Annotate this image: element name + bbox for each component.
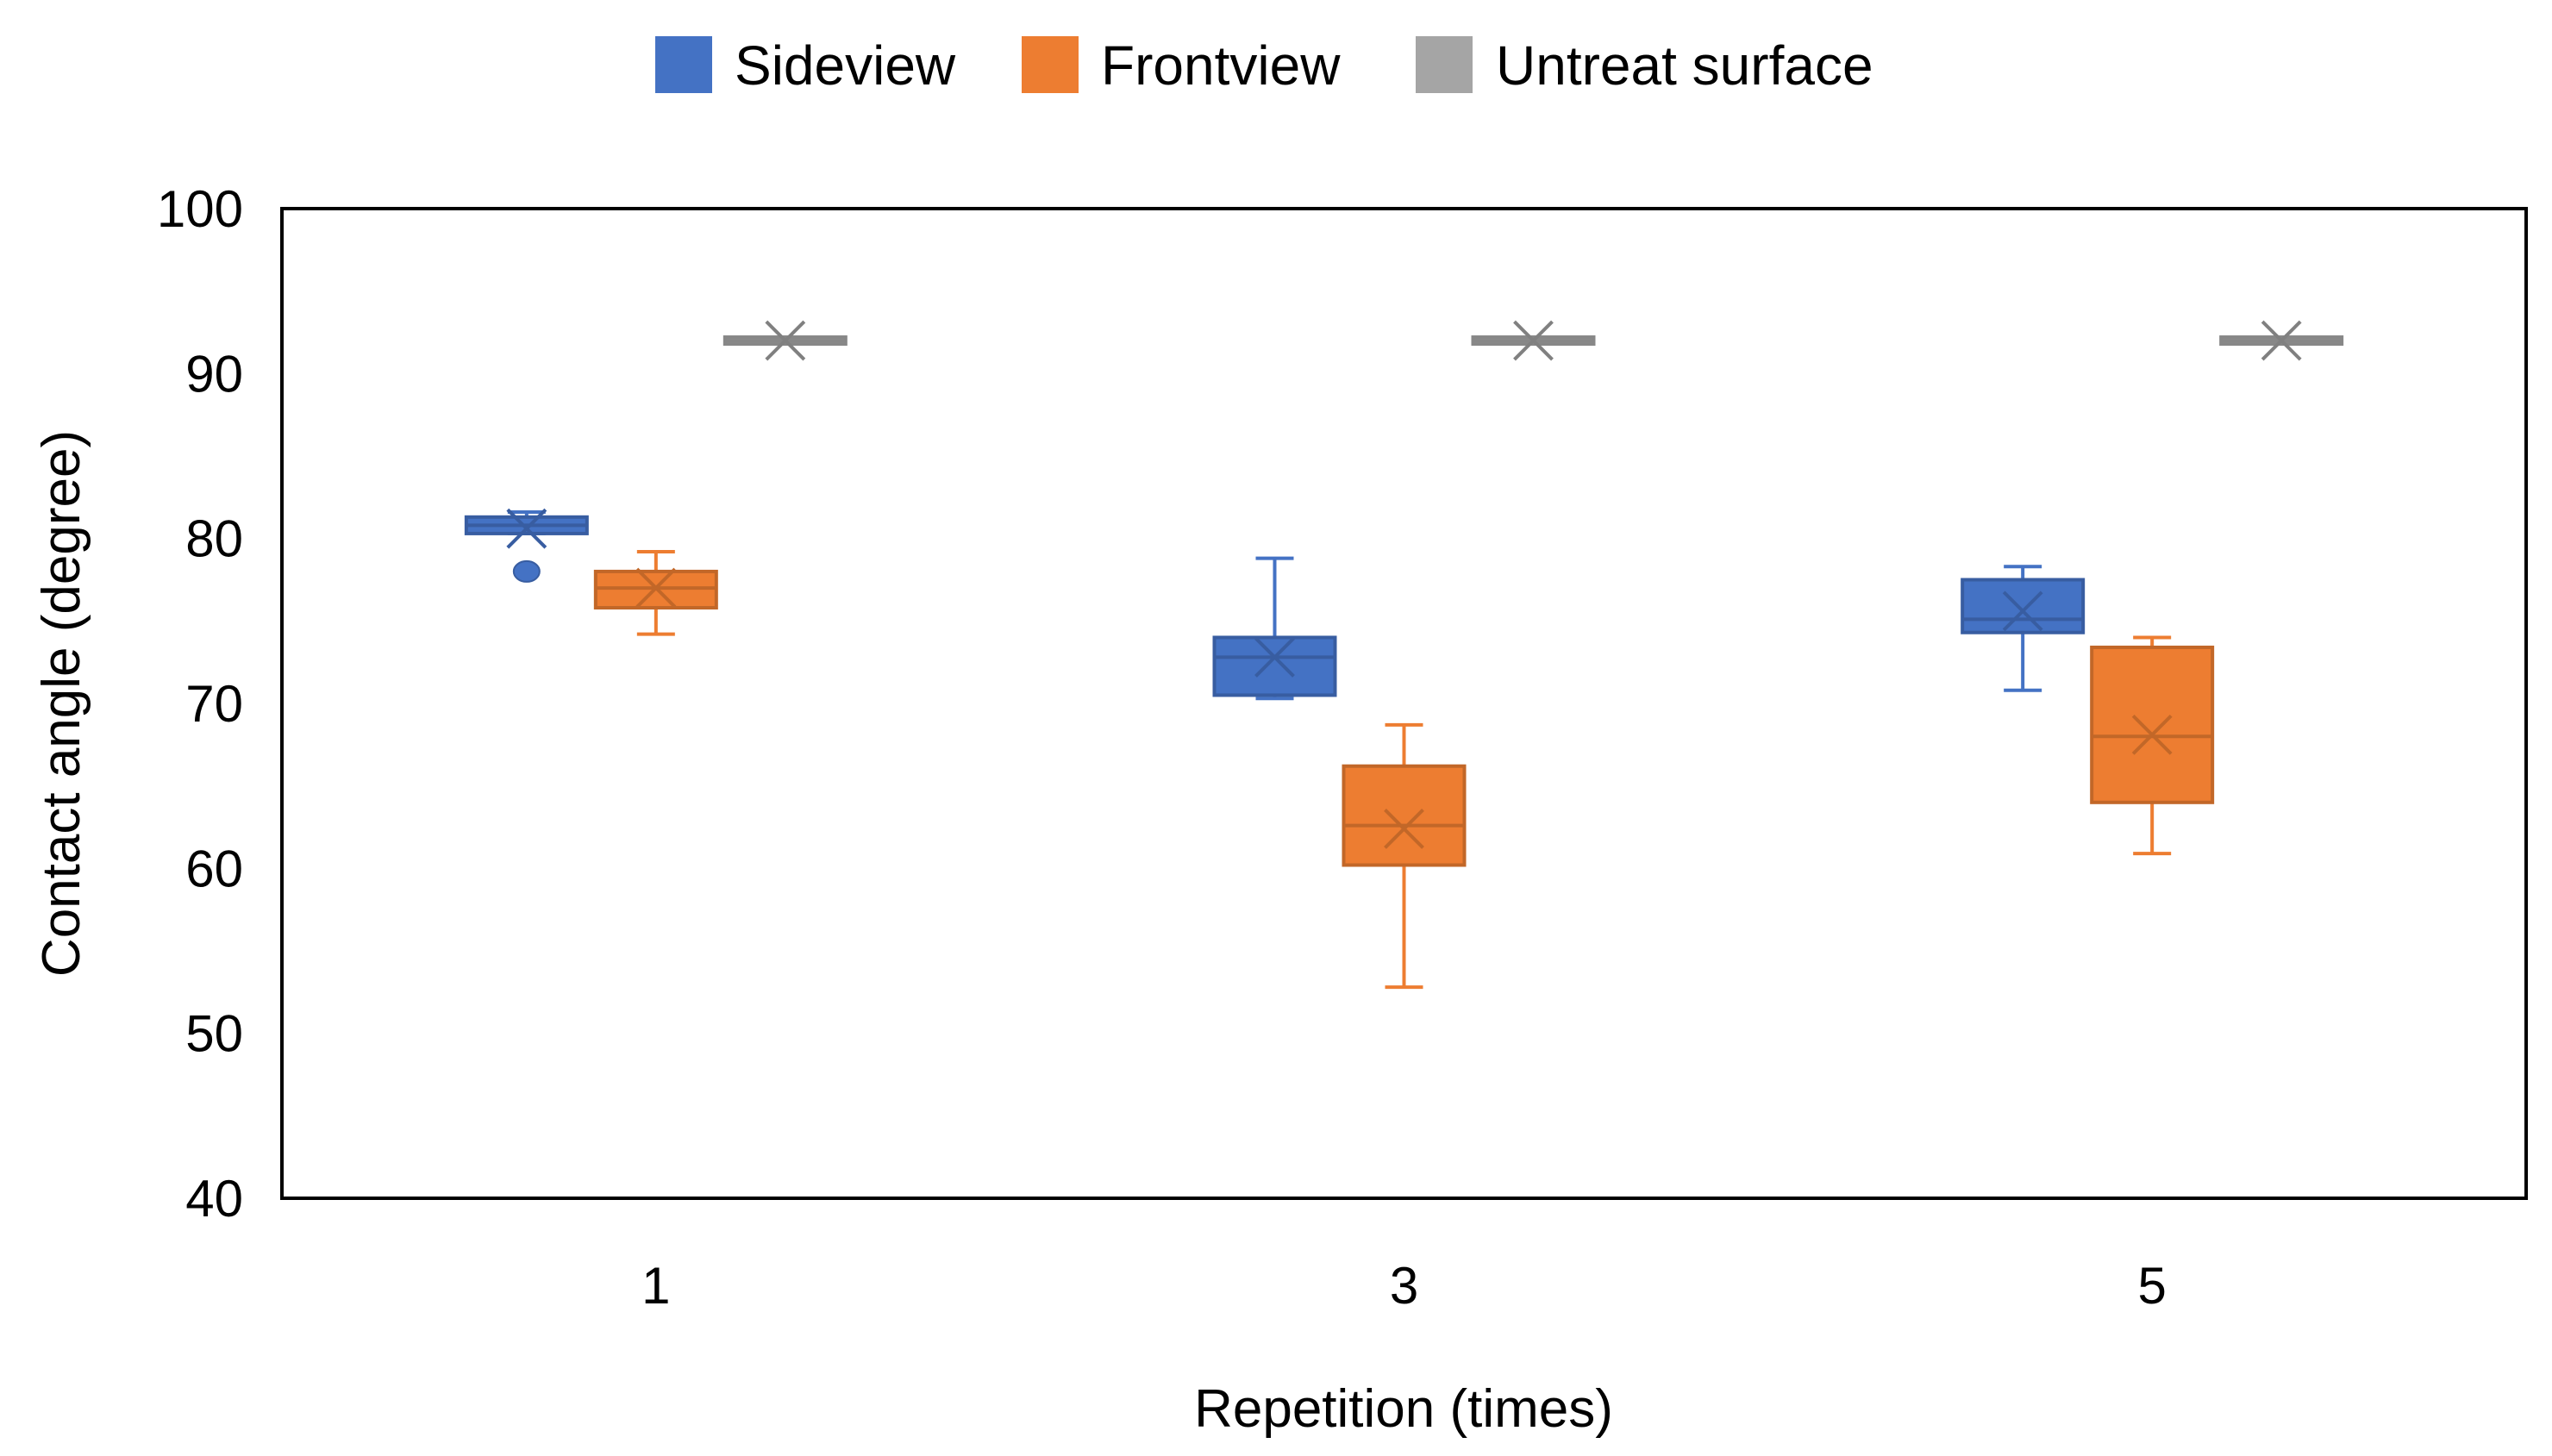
y-tick-label-70: 70	[185, 675, 243, 733]
y-tick-label-80: 80	[185, 510, 243, 568]
iqr-box	[2090, 645, 2215, 804]
y-tick-label-50: 50	[185, 1005, 243, 1063]
box-untreat-surface-rep-5	[2219, 320, 2344, 361]
plot-area-frame	[280, 207, 2528, 1200]
outlier-point	[512, 559, 541, 583]
mean-marker	[2002, 591, 2043, 632]
box-sideview-rep-1	[464, 508, 589, 583]
box-sideview-rep-5	[1961, 565, 2086, 692]
legend-swatch-frontview	[1022, 36, 1079, 93]
iqr-box	[1961, 578, 2086, 634]
legend-swatch-untreat-surface	[1416, 36, 1473, 93]
mean-marker	[506, 508, 547, 549]
legend-swatch-sideview	[655, 36, 712, 93]
box-frontview-rep-5	[2090, 635, 2215, 856]
box-frontview-rep-3	[1342, 722, 1467, 990]
mean-marker	[1254, 637, 1295, 678]
y-tick-label-40: 40	[185, 1170, 243, 1228]
box-sideview-rep-3	[1212, 556, 1337, 701]
iqr-box	[1212, 635, 1337, 697]
box-untreat-surface-rep-1	[722, 320, 848, 361]
legend-label-sideview: Sideview	[735, 34, 956, 97]
y-tick-label-100: 100	[157, 180, 243, 238]
y-axis-title: Contact angle (degree)	[32, 430, 91, 977]
box-series-layer	[464, 320, 2344, 990]
x-tick-label-5: 5	[2138, 1257, 2167, 1315]
x-axis-title: Repetition (times)	[1194, 1379, 1613, 1439]
box-frontview-rep-1	[593, 549, 718, 636]
legend-label-frontview: Frontview	[1101, 34, 1341, 97]
mean-marker	[765, 320, 806, 361]
x-tick-label-3: 3	[1390, 1257, 1418, 1315]
x-axis: 1 3 5	[641, 1257, 2167, 1315]
box-untreat-surface-rep-3	[1471, 320, 1596, 361]
iqr-box	[1342, 764, 1467, 867]
mean-marker	[635, 567, 677, 609]
mean-marker	[1513, 320, 1554, 361]
legend: Sideview Frontview Untreat surface	[655, 34, 1873, 97]
y-tick-label-60: 60	[185, 840, 243, 897]
mean-marker	[2261, 320, 2302, 361]
y-axis: 40 50 60 70 80 90 100	[157, 180, 243, 1228]
y-tick-label-90: 90	[185, 345, 243, 403]
mean-marker	[2131, 714, 2173, 755]
x-tick-label-1: 1	[641, 1257, 670, 1315]
legend-label-untreat-surface: Untreat surface	[1496, 34, 1873, 97]
mean-marker	[1384, 808, 1424, 849]
